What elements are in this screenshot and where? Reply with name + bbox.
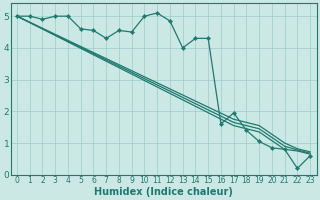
X-axis label: Humidex (Indice chaleur): Humidex (Indice chaleur) (94, 187, 233, 197)
